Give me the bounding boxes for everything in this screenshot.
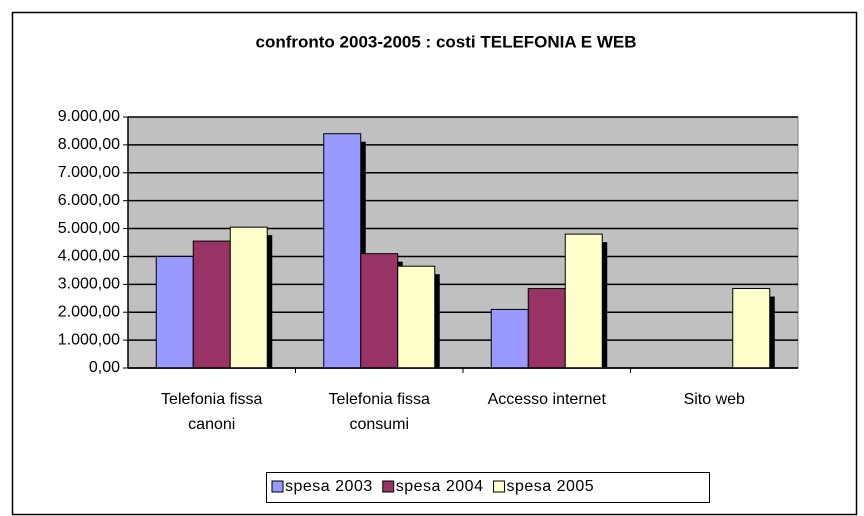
y-tick-label: 6.000,00: [58, 192, 120, 209]
bar: [360, 253, 399, 369]
bar-shadow: [267, 235, 273, 368]
y-tick-label: 2.000,00: [58, 303, 120, 320]
bar: [397, 265, 436, 369]
x-tick-label: Telefonia fissa canoni: [161, 391, 262, 433]
x-tick-label: Accesso internet: [488, 391, 607, 408]
y-tick-label: 1.000,00: [58, 331, 120, 348]
bar-shadow: [602, 242, 608, 368]
legend-label: spesa 2004: [396, 478, 484, 495]
y-tick-label: 8.000,00: [58, 136, 120, 153]
y-tick-label: 3.000,00: [58, 276, 120, 293]
legend-label: spesa 2005: [506, 478, 594, 495]
bar: [192, 240, 231, 369]
legend-swatch: [492, 480, 505, 493]
bar-shadow: [769, 296, 775, 368]
x-tick-label: Telefonia fissa consumi: [329, 391, 430, 433]
y-tick-label: 0,00: [89, 359, 120, 376]
legend-label: spesa 2003: [285, 478, 373, 495]
bar: [155, 255, 194, 369]
y-tick-label: 5.000,00: [58, 220, 120, 237]
bar: [229, 226, 268, 369]
y-tick-label: 4.000,00: [58, 248, 120, 265]
y-tick-label: 9.000,00: [58, 108, 120, 125]
bar: [490, 308, 529, 369]
bar: [323, 133, 362, 369]
legend-box: [266, 472, 710, 503]
y-tick-label: 7.000,00: [58, 164, 120, 181]
legend-swatch: [271, 480, 284, 493]
bar: [564, 233, 603, 369]
legend-swatch: [382, 480, 395, 493]
bar: [527, 288, 566, 369]
chart-title: confronto 2003-2005 : costi TELEFONIA E …: [256, 32, 637, 51]
bar-shadow: [434, 274, 440, 368]
bar: [732, 288, 771, 369]
x-tick-label: Sito web: [684, 391, 745, 408]
